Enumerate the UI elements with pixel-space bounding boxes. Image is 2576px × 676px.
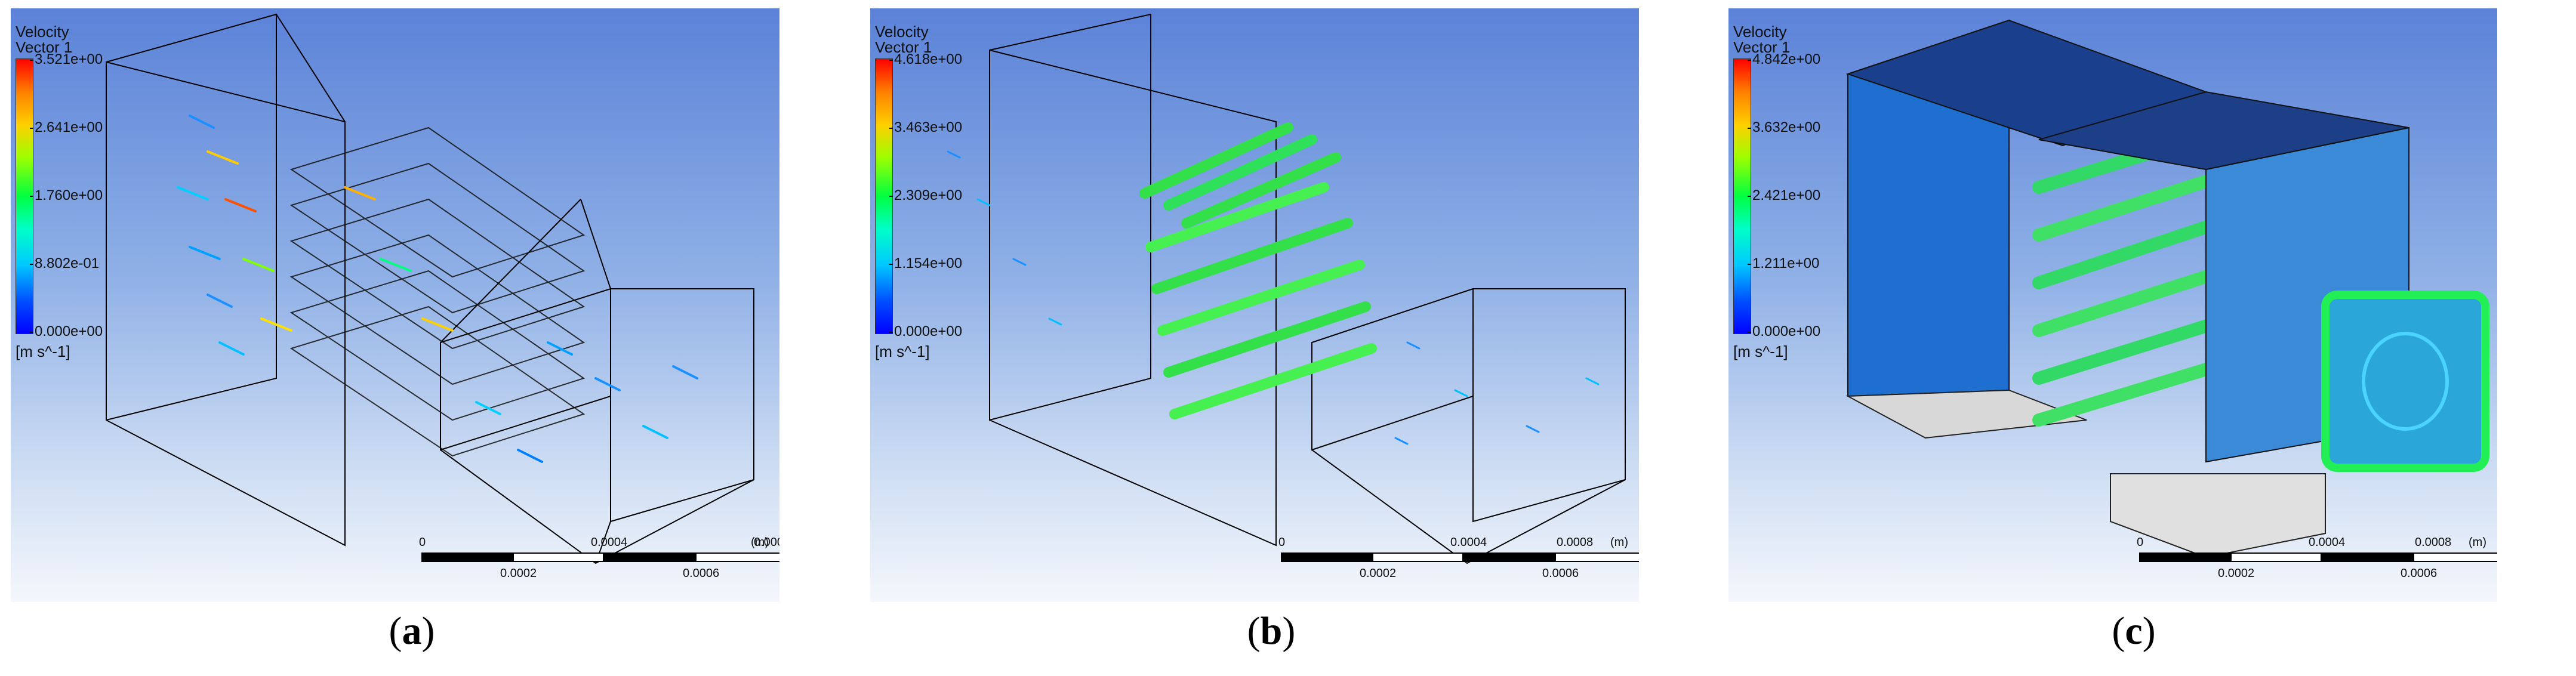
scale-tick: 0.0004	[2309, 536, 2346, 549]
legend-units: [m s^-1]	[1733, 342, 1788, 360]
panel-b: Velocity Vector 1 4.618e+00 3.463e+00 2.…	[870, 8, 1639, 602]
caption-a: (a)	[389, 609, 435, 653]
scale-tick: 0.0004	[591, 536, 628, 549]
legend-tick: 1.760e+00	[29, 187, 103, 203]
scale-tick: 0	[1278, 536, 1286, 549]
scale-bar	[1281, 552, 1639, 566]
legend-tick: 2.309e+00	[889, 187, 963, 203]
scale-tick: 0.0006	[2401, 567, 2438, 580]
legend-tick: 3.463e+00	[889, 119, 963, 135]
scale-tick: 0.0002	[1360, 567, 1397, 580]
scale-tick: 0.0006	[683, 567, 720, 580]
velocity-vector-plot	[106, 13, 754, 564]
scale-unit: (m)	[1610, 536, 1628, 549]
legend-tick: 3.632e+00	[1747, 119, 1821, 135]
scale-tick: 0.0008	[754, 536, 779, 549]
scale-unit: (m)	[751, 536, 769, 549]
panel-c: Velocity Vector 1 4.842e+00 3.632e+00 2.…	[1728, 8, 2497, 602]
legend-title: Velocity Vector 1	[1733, 23, 1791, 56]
legend-tick: 1.154e+00	[889, 255, 963, 271]
velocity-vector-plot	[947, 13, 1626, 564]
legend-tick: 2.421e+00	[1747, 187, 1821, 203]
scale-unit: (m)	[2469, 536, 2486, 549]
scale-tick: 0	[419, 536, 426, 549]
caption-c: (c)	[2112, 609, 2156, 653]
legend-title: Velocity Vector 1	[875, 23, 932, 56]
legend-units: [m s^-1]	[16, 342, 70, 360]
legend-tick: 4.618e+00	[889, 51, 963, 67]
scale-tick: 0.0008	[2415, 536, 2452, 549]
scale-tick: 0.0002	[2218, 567, 2255, 580]
legend-tick: 0.000e+00	[29, 323, 103, 339]
legend-title: Velocity Vector 1	[16, 23, 73, 56]
velocity-vector-plot	[1845, 19, 2489, 558]
scale-tick: 0.0008	[1557, 536, 1594, 549]
scale-tick: 0.0002	[500, 567, 537, 580]
legend-tick: 0.000e+00	[1747, 323, 1821, 339]
scale-tick: 0.0006	[1542, 567, 1579, 580]
caption-b: (b)	[1247, 609, 1296, 653]
scale-tick: 0	[2137, 536, 2144, 549]
scale-tick: 0.0004	[1450, 536, 1487, 549]
legend-tick: 0.000e+00	[889, 323, 963, 339]
panel-a: Velocity Vector 1 3.521e+00 2.641e+00 1.…	[11, 8, 779, 602]
scale-bar	[2139, 552, 2497, 566]
legend-tick: 8.802e-01	[29, 255, 100, 271]
scale-bar	[421, 552, 779, 566]
legend-units: [m s^-1]	[875, 342, 930, 360]
legend-tick: 4.842e+00	[1747, 51, 1821, 67]
legend-tick: 2.641e+00	[29, 119, 103, 135]
legend-tick: 3.521e+00	[29, 51, 103, 67]
legend-tick: 1.211e+00	[1747, 255, 1820, 271]
